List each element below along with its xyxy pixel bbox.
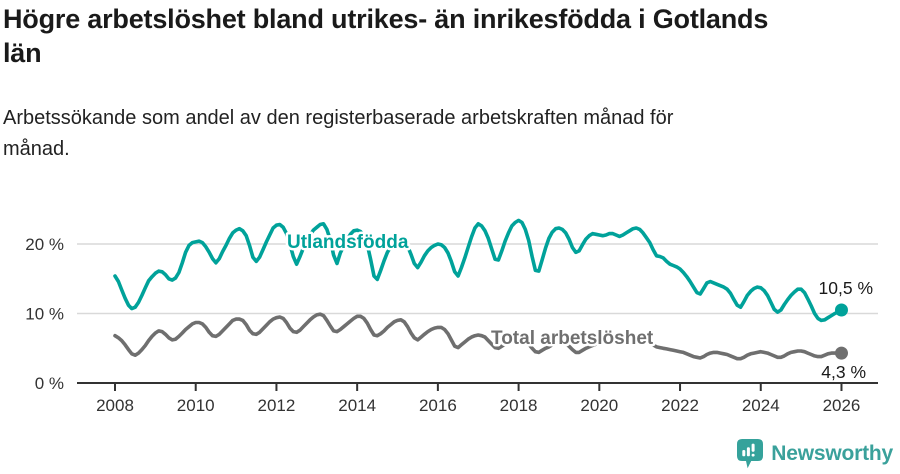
series-line-utlandsfodda xyxy=(113,218,844,323)
chart-svg: 2008 2010 2012 2014 2016 2018 2020 2022 2024 2026… xyxy=(25,218,878,415)
subtitle-line-1: Arbetssökande som andel av den registerb… xyxy=(3,107,674,129)
brand-name: Newsworthy xyxy=(771,442,893,465)
x-tick-label-2008: 2008 xyxy=(96,396,134,415)
end-dot-total xyxy=(834,346,848,360)
x-tick-label-2018: 2018 xyxy=(500,396,538,415)
y-tick-label-20: 20 % xyxy=(25,235,64,254)
line-chart: 2008 2010 2012 2014 2016 2018 2020 2022 2024 2026… xyxy=(0,190,900,435)
end-value-label-total: 4,3 % xyxy=(821,362,866,382)
x-tick-label-2016: 2016 xyxy=(419,396,457,415)
series-label-utlandsfodda: Utlandsfödda xyxy=(287,232,409,253)
x-tick-label-2022: 2022 xyxy=(661,396,699,415)
x-tick-label-2010: 2010 xyxy=(177,396,215,415)
end-dot-utlandsfodda xyxy=(834,303,848,317)
series-line-total xyxy=(113,312,844,361)
title-line-1: Högre arbetslöshet bland utrikes- än inr… xyxy=(3,4,769,34)
x-tick-label-2024: 2024 xyxy=(742,396,780,415)
x-tick-label-2012: 2012 xyxy=(258,396,296,415)
y-tick-label-10: 10 % xyxy=(25,305,64,324)
newsworthy-logo: Newsworthy xyxy=(737,439,893,469)
x-tick-label-2020: 2020 xyxy=(580,396,618,415)
series-label-total: Total arbetslöshet xyxy=(491,328,654,349)
x-tick-label-2014: 2014 xyxy=(338,396,376,415)
subtitle-line-2: månad. xyxy=(3,138,70,160)
newsworthy-badge-bar-chart-icon xyxy=(737,439,764,469)
page-title: Högre arbetslöshet bland utrikes- än inr… xyxy=(3,2,768,70)
y-tick-label-0: 0 % xyxy=(35,374,64,393)
chart-subtitle: Arbetssökande som andel av den registerb… xyxy=(3,103,673,165)
title-line-2: län xyxy=(3,38,42,68)
end-value-label-utlandsfodda: 10,5 % xyxy=(819,278,873,298)
x-tick-label-2026: 2026 xyxy=(823,396,861,415)
